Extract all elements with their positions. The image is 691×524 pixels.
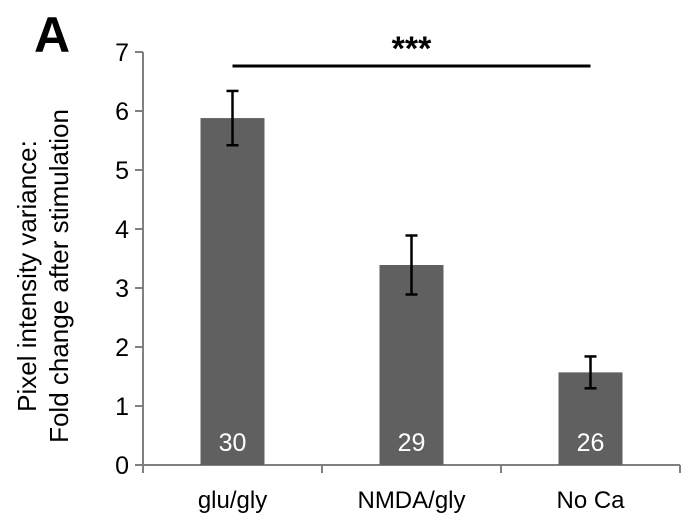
category-label: NMDA/gly [357, 487, 465, 514]
category-label: No Ca [556, 487, 625, 514]
y-tick-label: 7 [115, 39, 129, 67]
y-tick-label: 1 [115, 393, 129, 421]
panel-label: A [34, 7, 70, 63]
y-axis-label-line-2: Fold change after stimulation [44, 109, 74, 443]
y-tick-label: 4 [115, 216, 129, 244]
y-axis-label: Pixel intensity variance: Fold change af… [12, 109, 74, 443]
y-tick-label: 5 [115, 157, 129, 185]
category-label: glu/gly [198, 487, 267, 514]
y-axis-label-line-1: Pixel intensity variance: [12, 140, 42, 412]
sample-size-label: 29 [398, 429, 426, 457]
sample-size-label: 26 [577, 429, 605, 457]
y-tick-label: 6 [115, 98, 129, 126]
y-tick-label: 0 [115, 452, 129, 480]
y-tick-label: 2 [115, 334, 129, 362]
y-tick-label: 3 [115, 275, 129, 303]
bar [379, 264, 444, 465]
sample-size-label: 30 [219, 429, 247, 457]
plot-area: 0 1 2 3 4 5 6 7 30 glu/gly 29 NMDA/gly 26 No Ca *** [115, 30, 681, 514]
significance-label: *** [392, 30, 432, 68]
bar [200, 118, 265, 465]
